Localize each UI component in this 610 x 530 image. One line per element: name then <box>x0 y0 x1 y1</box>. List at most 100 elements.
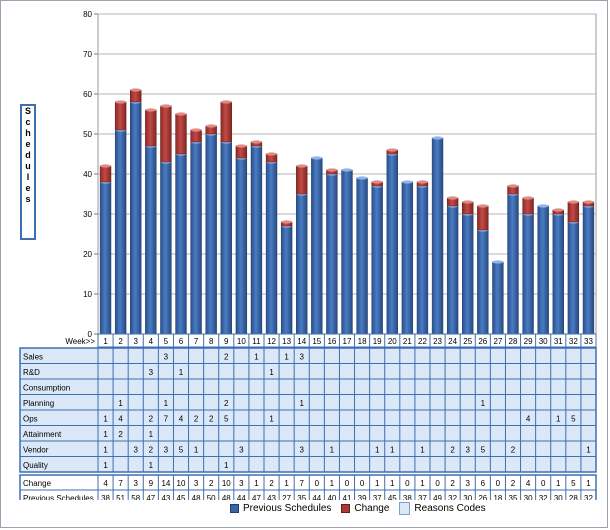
bar-change <box>567 201 580 223</box>
y-tick-label: 20 <box>83 250 92 259</box>
bar-change-top <box>477 204 489 208</box>
summary-cell-previous-schedules: 40 <box>327 494 336 500</box>
bar-previous-schedules <box>265 161 278 335</box>
x-tick-label: 17 <box>343 337 352 346</box>
legend-swatch-reasons <box>399 502 411 515</box>
reason-cell-value: 3 <box>239 446 244 455</box>
summary-row-label-change: Change <box>23 479 52 488</box>
summary-cell-previous-schedules: 30 <box>554 494 563 500</box>
x-tick-label: 22 <box>418 337 427 346</box>
reason-cell-value: 1 <box>224 461 229 470</box>
x-tick-label: 5 <box>164 337 169 346</box>
summary-cell-previous-schedules: 43 <box>267 494 276 500</box>
x-tick-label: 32 <box>569 337 578 346</box>
bar-change-top <box>552 208 564 212</box>
bar-previous-schedules <box>341 169 353 335</box>
reason-row-label: Attainment <box>23 430 62 439</box>
bar-previous-schedules <box>220 141 232 335</box>
summary-cell-change: 7 <box>118 479 123 488</box>
reason-cell-value: 1 <box>375 446 380 455</box>
y-axis-label-letter: e <box>25 183 31 193</box>
reason-row-label: Planning <box>23 399 54 408</box>
bar-previous-schedules <box>326 173 338 335</box>
reason-cell-value: 2 <box>149 446 154 455</box>
y-axis-label-letter: e <box>25 139 31 149</box>
summary-cell-previous-schedules: 37 <box>373 494 382 500</box>
x-tick-label: 30 <box>539 337 548 346</box>
reason-cell-value: 3 <box>134 446 139 455</box>
bar-previous-schedules <box>462 213 474 335</box>
reason-cell-value: 3 <box>300 446 305 455</box>
y-axis-label-letter: S <box>24 106 31 116</box>
bar-change <box>190 129 202 143</box>
reason-row-label: Quality <box>23 461 48 470</box>
reason-cell-value: 7 <box>164 415 169 424</box>
bar-previous-schedules <box>552 213 564 335</box>
bar-change-top <box>205 124 217 128</box>
summary-cell-change: 1 <box>330 479 335 488</box>
y-axis-label-letter: s <box>25 194 31 204</box>
legend-item-change: Change <box>341 503 389 514</box>
x-tick-label: 16 <box>327 337 336 346</box>
reason-cell-value: 1 <box>194 446 199 455</box>
summary-cell-previous-schedules: 30 <box>463 494 472 500</box>
y-axis-label-letter: d <box>25 150 31 160</box>
bar-previous-top <box>401 180 413 184</box>
summary-cell-previous-schedules: 26 <box>478 494 487 500</box>
summary-cell-change: 7 <box>300 479 305 488</box>
summary-cell-previous-schedules: 45 <box>388 494 397 500</box>
bar-change-top <box>115 100 127 104</box>
reason-cell-value: 1 <box>586 446 591 455</box>
bar-previous-schedules <box>446 205 459 335</box>
summary-cell-change: 0 <box>435 479 440 488</box>
y-tick-label: 70 <box>83 50 92 59</box>
reason-cell-value: 3 <box>466 446 471 455</box>
reason-cell-value: 1 <box>556 415 561 424</box>
y-axis-label-letter: c <box>25 117 31 127</box>
x-tick-label: 25 <box>463 337 472 346</box>
bar-previous-top <box>432 136 443 140</box>
bar-previous-schedules <box>507 193 519 335</box>
x-tick-label: 27 <box>493 337 502 346</box>
legend-label-previous: Previous Schedules <box>243 503 332 514</box>
bar-change <box>522 197 534 215</box>
bar-previous-schedules <box>145 145 157 335</box>
bar-change <box>99 165 112 183</box>
reason-cell-value: 3 <box>149 368 154 377</box>
bar-change-top <box>100 164 111 168</box>
bar-previous-schedules <box>582 205 595 335</box>
summary-cell-previous-schedules: 43 <box>161 494 170 500</box>
reason-cell-value: 1 <box>118 399 123 408</box>
summary-cell-change: 1 <box>390 479 395 488</box>
x-tick-label: 4 <box>149 337 154 346</box>
bar-change-top <box>522 196 534 200</box>
x-tick-label: 13 <box>282 337 291 346</box>
bar-change <box>220 101 232 143</box>
bar-change <box>114 101 127 131</box>
reason-cell-value: 1 <box>284 353 289 362</box>
x-tick-label: 28 <box>509 337 518 346</box>
summary-cell-previous-schedules: 49 <box>433 494 442 500</box>
summary-cell-previous-schedules: 58 <box>131 494 140 500</box>
summary-cell-previous-schedules: 44 <box>237 494 246 500</box>
bar-previous-schedules <box>522 213 534 335</box>
summary-cell-change: 2 <box>209 479 214 488</box>
bar-change <box>296 165 308 195</box>
x-tick-label: 24 <box>448 337 457 346</box>
summary-cell-previous-schedules: 45 <box>177 494 186 500</box>
summary-row-label-previous-schedules: Previous Schedules <box>23 494 94 500</box>
bar-change-top <box>386 148 398 152</box>
bar-previous-top <box>537 204 549 208</box>
summary-cell-previous-schedules: 18 <box>493 494 502 500</box>
summary-cell-change: 0 <box>345 479 350 488</box>
bar-previous-schedules <box>416 185 429 335</box>
x-tick-label: 31 <box>554 337 563 346</box>
x-tick-label: 29 <box>524 337 533 346</box>
reason-cell-value: 2 <box>224 353 229 362</box>
reason-row-label: Sales <box>23 353 43 362</box>
legend: Previous Schedules Change Reasons Codes <box>230 502 490 515</box>
y-axis-label-letter: l <box>26 172 30 182</box>
reason-cell-value: 1 <box>330 446 335 455</box>
bar-previous-schedules <box>401 181 414 335</box>
